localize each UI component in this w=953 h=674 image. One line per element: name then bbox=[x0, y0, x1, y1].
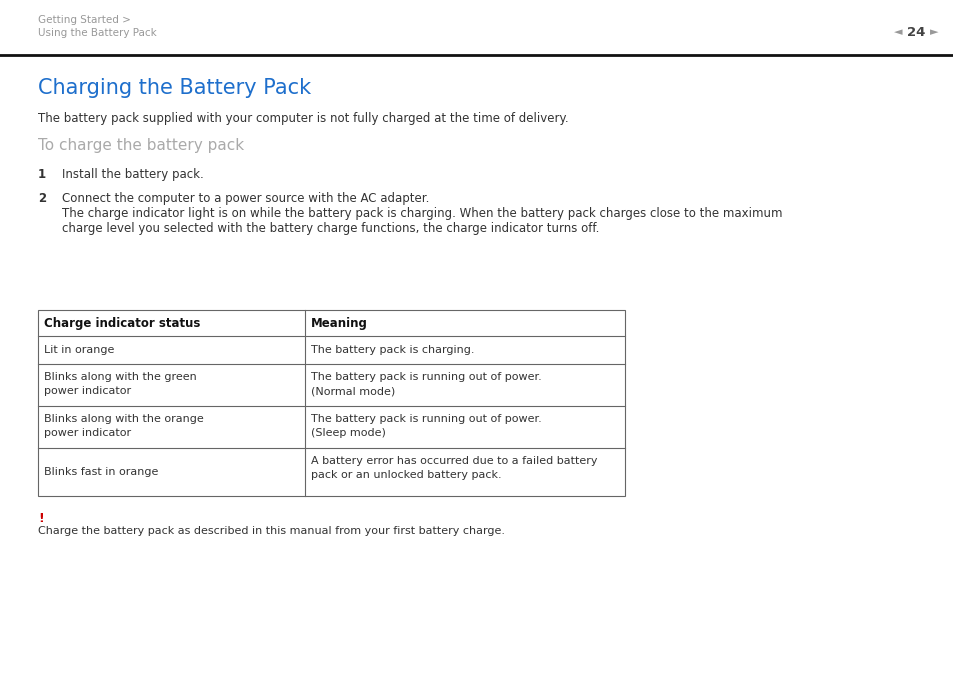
Text: A battery error has occurred due to a failed battery: A battery error has occurred due to a fa… bbox=[311, 456, 597, 466]
Text: ►: ► bbox=[929, 27, 937, 37]
Text: (Normal mode): (Normal mode) bbox=[311, 386, 395, 396]
Text: !: ! bbox=[38, 512, 44, 525]
Text: Using the Battery Pack: Using the Battery Pack bbox=[38, 28, 156, 38]
Text: To charge the battery pack: To charge the battery pack bbox=[38, 138, 244, 153]
Text: Meaning: Meaning bbox=[311, 317, 368, 330]
Text: Blinks along with the green: Blinks along with the green bbox=[44, 372, 196, 382]
Text: Charge the battery pack as described in this manual from your first battery char: Charge the battery pack as described in … bbox=[38, 526, 504, 536]
Text: The charge indicator light is on while the battery pack is charging. When the ba: The charge indicator light is on while t… bbox=[62, 207, 781, 220]
Text: The battery pack is running out of power.: The battery pack is running out of power… bbox=[311, 372, 541, 382]
Text: ◄: ◄ bbox=[893, 27, 902, 37]
Text: Blinks along with the orange: Blinks along with the orange bbox=[44, 414, 204, 424]
Text: charge level you selected with the battery charge functions, the charge indicato: charge level you selected with the batte… bbox=[62, 222, 598, 235]
Text: power indicator: power indicator bbox=[44, 428, 131, 438]
Text: Charge indicator status: Charge indicator status bbox=[44, 317, 200, 330]
Text: 1: 1 bbox=[38, 168, 46, 181]
Text: Lit in orange: Lit in orange bbox=[44, 345, 114, 355]
Text: 24: 24 bbox=[906, 26, 924, 38]
Text: Blinks fast in orange: Blinks fast in orange bbox=[44, 467, 158, 477]
Text: (Sleep mode): (Sleep mode) bbox=[311, 428, 385, 438]
Text: The battery pack is running out of power.: The battery pack is running out of power… bbox=[311, 414, 541, 424]
Text: The battery pack is charging.: The battery pack is charging. bbox=[311, 345, 474, 355]
Text: Getting Started >: Getting Started > bbox=[38, 15, 131, 25]
Text: The battery pack supplied with your computer is not fully charged at the time of: The battery pack supplied with your comp… bbox=[38, 112, 568, 125]
Text: pack or an unlocked battery pack.: pack or an unlocked battery pack. bbox=[311, 470, 501, 480]
Text: Install the battery pack.: Install the battery pack. bbox=[62, 168, 204, 181]
Text: 2: 2 bbox=[38, 192, 46, 205]
Text: Connect the computer to a power source with the AC adapter.: Connect the computer to a power source w… bbox=[62, 192, 429, 205]
Bar bbox=[38, 310, 624, 496]
Text: Charging the Battery Pack: Charging the Battery Pack bbox=[38, 78, 311, 98]
Text: power indicator: power indicator bbox=[44, 386, 131, 396]
